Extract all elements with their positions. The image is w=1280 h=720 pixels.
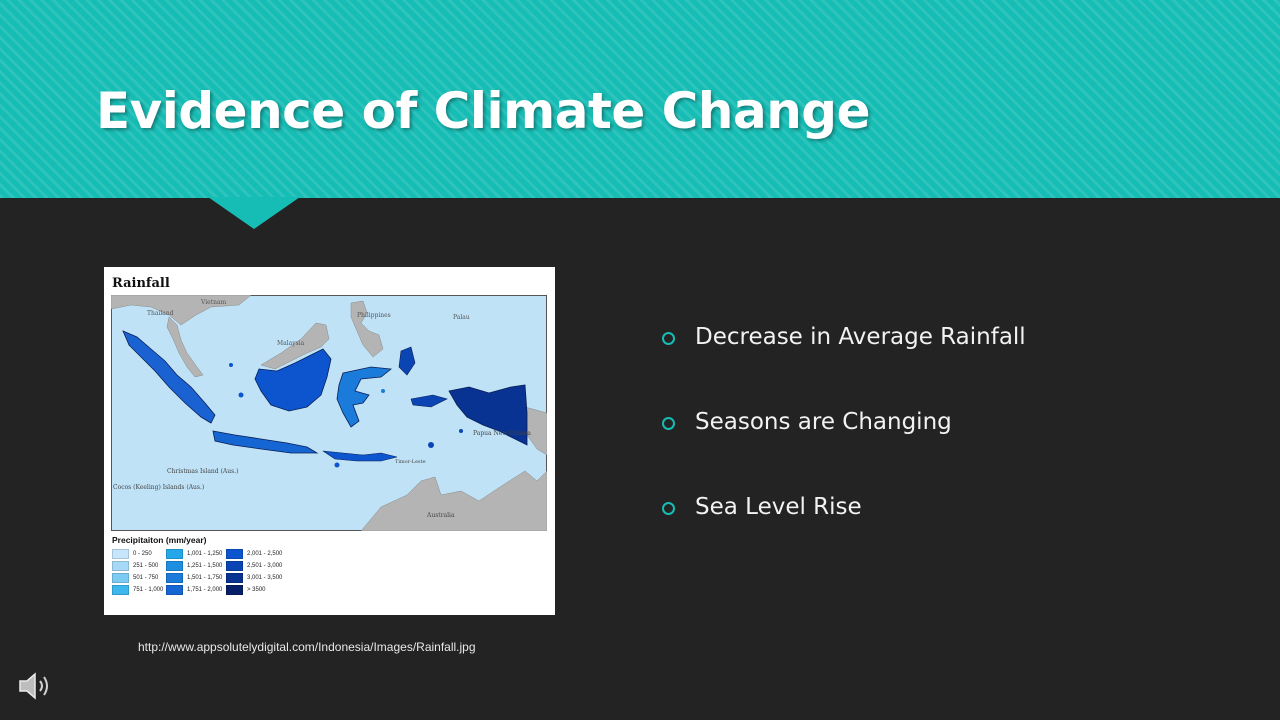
legend-swatch bbox=[226, 573, 243, 583]
legend-label: 251 - 500 bbox=[133, 563, 159, 569]
legend-swatch bbox=[112, 549, 129, 559]
bullet-text: Seasons are Changing bbox=[695, 409, 952, 435]
land-australia bbox=[360, 470, 547, 531]
legend-swatch bbox=[112, 585, 129, 595]
circle-bullet-icon bbox=[662, 502, 675, 515]
legend-swatch bbox=[112, 561, 129, 571]
label-thailand: Thailand bbox=[147, 310, 174, 317]
island-maluku bbox=[398, 346, 416, 376]
legend-label: 1,001 - 1,250 bbox=[187, 551, 223, 557]
legend-item: 1,501 - 1,750 bbox=[166, 573, 222, 583]
label-philippines: Philippines bbox=[357, 312, 391, 319]
land-philippines bbox=[350, 300, 384, 358]
land-mainland bbox=[111, 295, 252, 326]
legend-swatch bbox=[226, 585, 243, 595]
island-papua bbox=[448, 384, 528, 446]
legend-title: Precipitaiton (mm/year) bbox=[112, 535, 207, 545]
island-sulawesi bbox=[336, 366, 393, 428]
island-java bbox=[212, 430, 319, 454]
land-malay-peninsula bbox=[166, 316, 204, 378]
legend-item: 1,001 - 1,250 bbox=[166, 549, 222, 559]
label-palau: Palau bbox=[453, 314, 470, 321]
label-malaysia: Malaysia bbox=[277, 340, 305, 347]
legend-swatch bbox=[166, 573, 183, 583]
legend-item: 751 - 1,000 bbox=[112, 585, 163, 595]
label-timor-leste: Timor-Leste bbox=[395, 459, 426, 465]
legend-label: 2,501 - 3,000 bbox=[247, 563, 283, 569]
island-sumatra bbox=[122, 330, 216, 424]
legend-swatch bbox=[112, 573, 129, 583]
legend-swatch bbox=[166, 561, 183, 571]
islet bbox=[229, 363, 233, 367]
legend-item: 251 - 500 bbox=[112, 561, 158, 571]
legend-label: 1,751 - 2,000 bbox=[187, 587, 223, 593]
image-source-caption: http://www.appsolutelydigital.com/Indone… bbox=[138, 640, 476, 654]
legend-label: 1,501 - 1,750 bbox=[187, 575, 223, 581]
land-borneo-malaysia bbox=[260, 322, 330, 370]
legend-label: 751 - 1,000 bbox=[133, 587, 164, 593]
islet bbox=[459, 429, 463, 433]
label-vietnam: Vietnam bbox=[200, 299, 227, 306]
circle-bullet-icon bbox=[662, 332, 675, 345]
speaker-icon[interactable] bbox=[16, 670, 52, 702]
legend-swatch bbox=[226, 549, 243, 559]
legend-label: 501 - 750 bbox=[133, 575, 159, 581]
legend-swatch bbox=[166, 549, 183, 559]
bullet-text: Sea Level Rise bbox=[695, 494, 862, 520]
title-banner bbox=[0, 0, 1280, 198]
legend-label: 3,001 - 3,500 bbox=[247, 575, 283, 581]
rainfall-map-figure: Rainfall Vietn bbox=[104, 267, 555, 615]
island-kalimantan bbox=[254, 348, 332, 412]
label-christmas-island: Christmas Island (Aus.) bbox=[167, 468, 238, 475]
island-seram bbox=[410, 394, 448, 408]
island-nusa-tenggara bbox=[322, 450, 398, 462]
legend-item: > 3500 bbox=[226, 585, 266, 595]
label-png: Papua New Guinea bbox=[473, 430, 531, 437]
legend-label: 0 - 250 bbox=[133, 551, 152, 557]
legend-label: > 3500 bbox=[247, 587, 266, 593]
islet bbox=[428, 442, 434, 448]
legend-label: 2,001 - 2,500 bbox=[247, 551, 283, 557]
legend-swatch bbox=[226, 561, 243, 571]
islet bbox=[334, 462, 340, 468]
legend-item: 3,001 - 3,500 bbox=[226, 573, 282, 583]
legend-item: 2,501 - 3,000 bbox=[226, 561, 282, 571]
label-cocos: Cocos (Keeling) Islands (Aus.) bbox=[113, 484, 204, 491]
legend-label: 1,251 - 1,500 bbox=[187, 563, 223, 569]
legend-item: 2,001 - 2,500 bbox=[226, 549, 282, 559]
legend-item: 501 - 750 bbox=[112, 573, 158, 583]
rainfall-map: Vietnam Thailand Philippines Palau Malay… bbox=[111, 295, 547, 531]
label-australia: Australia bbox=[426, 512, 455, 519]
figure-title: Rainfall bbox=[112, 276, 170, 291]
legend-item: 1,751 - 2,000 bbox=[166, 585, 222, 595]
islet bbox=[381, 389, 385, 393]
slide-title: Evidence of Climate Change bbox=[96, 82, 871, 140]
legend-item: 0 - 250 bbox=[112, 549, 152, 559]
circle-bullet-icon bbox=[662, 417, 675, 430]
bullet-text: Decrease in Average Rainfall bbox=[695, 324, 1026, 350]
banner-notch bbox=[208, 197, 300, 229]
legend-item: 1,251 - 1,500 bbox=[166, 561, 222, 571]
legend-swatch bbox=[166, 585, 183, 595]
islet bbox=[238, 392, 244, 398]
